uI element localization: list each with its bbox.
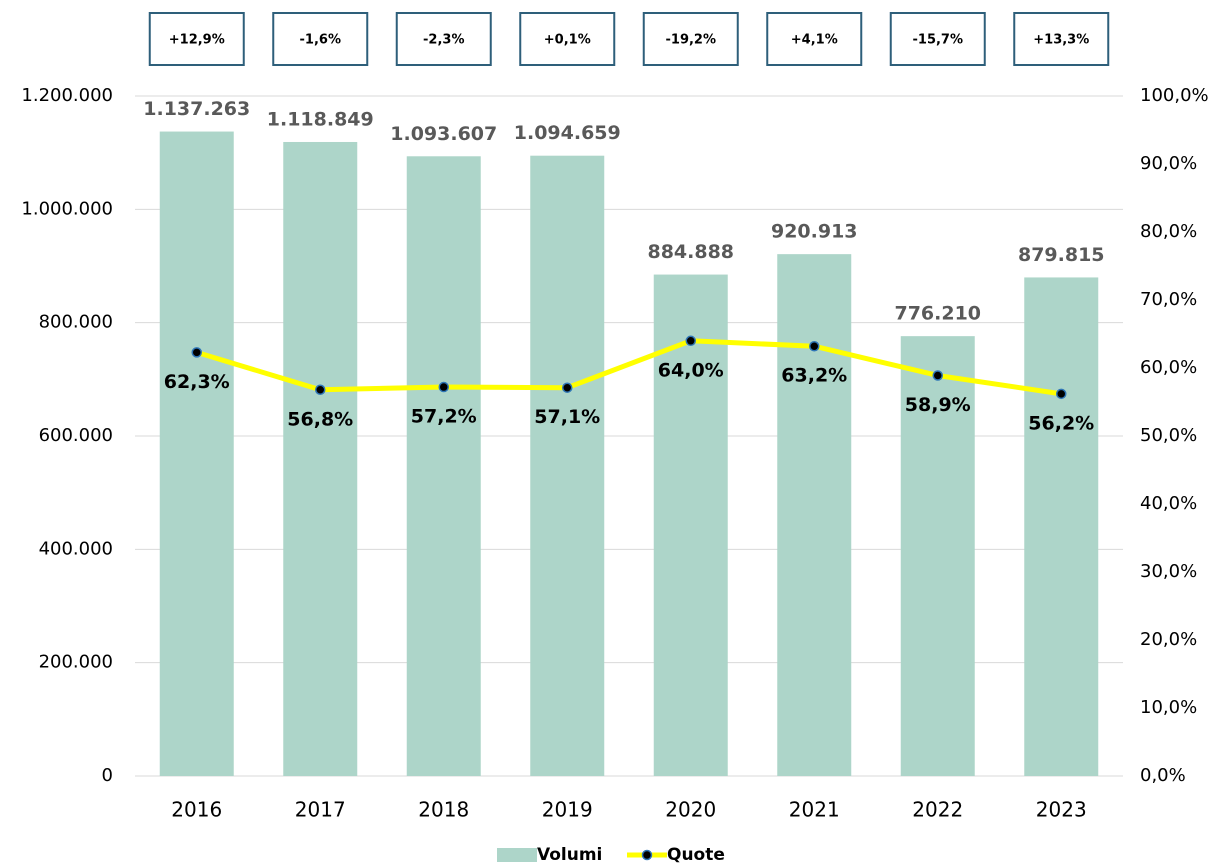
- y2-tick-label: 30,0%: [1140, 561, 1197, 582]
- annotation-box: [272, 12, 369, 66]
- y-tick-label: 800.000: [39, 312, 113, 333]
- line-value-label: 56,2%: [1028, 412, 1094, 434]
- bar-value-label: 1.093.607: [390, 123, 497, 145]
- y-tick-label: 200.000: [39, 652, 113, 673]
- y2-tick-label: 90,0%: [1140, 153, 1197, 174]
- legend-swatch: [497, 848, 537, 862]
- y2-tick-label: 60,0%: [1140, 357, 1197, 378]
- legend-label: Quote: [667, 845, 725, 865]
- y2-tick-label: 50,0%: [1140, 425, 1197, 446]
- bar-value-label: 1.094.659: [514, 122, 621, 144]
- bar-value-label: 1.137.263: [143, 98, 250, 120]
- annotation-box: [642, 12, 739, 66]
- line-value-label: 63,2%: [781, 365, 847, 387]
- y2-tick-label: 80,0%: [1140, 221, 1197, 242]
- annotation-box: [395, 12, 492, 66]
- line-value-label: 57,2%: [411, 406, 477, 428]
- line-marker: [562, 382, 573, 393]
- bar: [406, 156, 481, 776]
- line-value-label: 58,9%: [905, 394, 971, 416]
- bar-value-label: 776.210: [894, 303, 981, 325]
- y2-tick-label: 20,0%: [1140, 629, 1197, 650]
- x-tick-label: 2016: [171, 798, 222, 822]
- line-marker: [191, 347, 202, 358]
- bar: [159, 131, 234, 776]
- annotation-box: [889, 12, 986, 66]
- line-value-label: 57,1%: [534, 406, 600, 428]
- line-marker: [438, 381, 449, 393]
- x-tick-label: 2020: [665, 798, 716, 822]
- line: [196, 338, 1062, 397]
- x-tick-label: 2022: [912, 798, 963, 822]
- x-tick-label: 2017: [295, 798, 346, 822]
- bar-value-label: 920.913: [771, 221, 858, 243]
- bar: [530, 155, 605, 776]
- bar-value-label: 1.118.849: [267, 108, 374, 130]
- line-marker: [932, 370, 943, 381]
- y-tick-label: 0: [102, 765, 113, 786]
- line-marker: [809, 340, 820, 352]
- annotation-box: [519, 12, 616, 66]
- annotation: -19,2%: [666, 33, 717, 48]
- bar: [653, 274, 728, 776]
- y-tick-label: 400.000: [39, 538, 113, 559]
- y2-tick-label: 40,0%: [1140, 493, 1197, 514]
- y-tick-label: 600.000: [39, 425, 113, 446]
- y-tick-label: 1.200.000: [21, 85, 113, 106]
- annotation: +4,1%: [791, 33, 838, 48]
- y2-tick-label: 70,0%: [1140, 289, 1197, 310]
- annotation: +0,1%: [544, 33, 591, 48]
- legend-marker: [641, 849, 653, 861]
- bar: [283, 141, 358, 776]
- x-tick-label: 2021: [789, 798, 840, 822]
- line-value-label: 56,8%: [287, 408, 353, 430]
- line-marker: [315, 384, 326, 396]
- annotation-box: [148, 12, 245, 66]
- annotation: -1,6%: [300, 33, 341, 48]
- line-value-label: 64,0%: [658, 359, 724, 381]
- annotation: -15,7%: [913, 33, 964, 48]
- bar-value-label: 884.888: [647, 241, 734, 263]
- y-tick-label: 1.000.000: [21, 198, 113, 219]
- line-marker: [685, 335, 696, 347]
- annotation: +13,3%: [1033, 33, 1089, 48]
- bar: [1024, 277, 1099, 776]
- annotation-box: [1013, 12, 1110, 66]
- x-tick-label: 2019: [542, 798, 593, 822]
- annotation-box: [766, 12, 863, 66]
- bar: [900, 336, 975, 776]
- x-tick-label: 2023: [1036, 798, 1087, 822]
- legend-label: Volumi: [537, 845, 602, 865]
- line-value-label: 62,3%: [164, 371, 230, 393]
- y2-tick-label: 10,0%: [1140, 697, 1197, 718]
- annotation: -2,3%: [423, 33, 464, 48]
- bar: [777, 254, 852, 777]
- y2-tick-label: 100,0%: [1140, 85, 1209, 106]
- x-tick-label: 2018: [418, 798, 469, 822]
- bar-value-label: 879.815: [1018, 244, 1105, 266]
- line-marker: [1056, 388, 1067, 400]
- annotation: +12,9%: [169, 33, 225, 48]
- y2-tick-label: 0,0%: [1140, 765, 1186, 786]
